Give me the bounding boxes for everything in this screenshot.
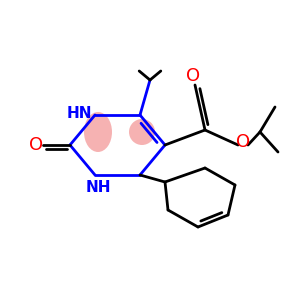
Text: O: O xyxy=(236,133,250,151)
Text: NH: NH xyxy=(85,179,111,194)
Text: O: O xyxy=(186,67,200,85)
Circle shape xyxy=(129,119,155,145)
Ellipse shape xyxy=(84,112,112,152)
Text: HN: HN xyxy=(66,106,92,121)
Text: O: O xyxy=(29,136,43,154)
